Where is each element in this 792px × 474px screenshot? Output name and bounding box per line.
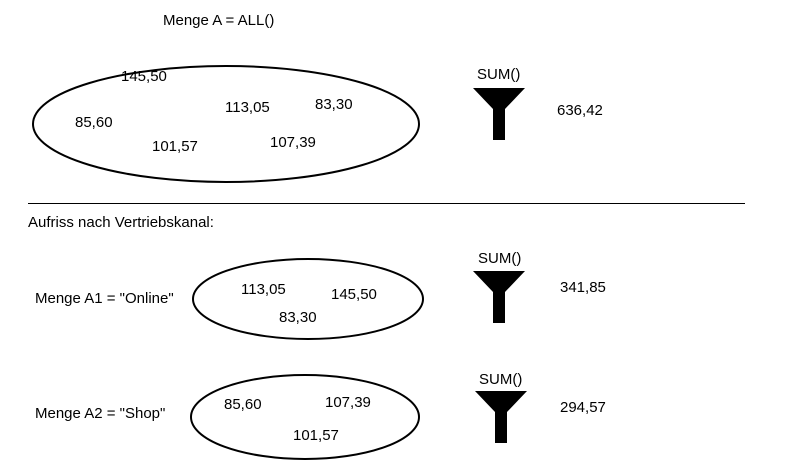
- breakdown-label: Aufriss nach Vertriebskanal:: [28, 214, 214, 231]
- set-a-value: 83,30: [315, 96, 353, 113]
- sum-result: 636,42: [557, 102, 603, 119]
- set-a-title: Menge A = ALL(): [163, 12, 275, 29]
- subset-a1-value: 83,30: [279, 309, 317, 326]
- set-a-ellipse: [32, 65, 420, 183]
- subset-a1-ellipse: [192, 258, 424, 340]
- subset-a1-value: 145,50: [331, 286, 377, 303]
- subset-a1-value: 113,05: [241, 281, 286, 298]
- subset-a2-value: 85,60: [224, 396, 262, 413]
- sum-result: 341,85: [560, 279, 606, 296]
- subset-a2-value: 101,57: [293, 427, 339, 444]
- set-a-value: 101,57: [152, 138, 198, 155]
- sum-label: SUM(): [477, 66, 521, 83]
- set-a-value: 85,60: [75, 114, 113, 131]
- subset-a2-ellipse: [190, 374, 420, 460]
- set-a-value: 145,50: [121, 68, 167, 85]
- funnel-icon: [473, 271, 525, 323]
- set-a-value: 113,05: [225, 99, 270, 116]
- sum-result: 294,57: [560, 399, 606, 416]
- subset-a1-label: Menge A1 = "Online": [35, 290, 174, 307]
- subset-a2-label: Menge A2 = "Shop": [35, 405, 166, 422]
- section-divider: [28, 203, 745, 204]
- funnel-icon: [473, 88, 525, 140]
- sum-label: SUM(): [479, 371, 523, 388]
- sum-label: SUM(): [478, 250, 522, 267]
- subset-a2-value: 107,39: [325, 394, 371, 411]
- funnel-icon: [475, 391, 527, 443]
- set-a-value: 107,39: [270, 134, 316, 151]
